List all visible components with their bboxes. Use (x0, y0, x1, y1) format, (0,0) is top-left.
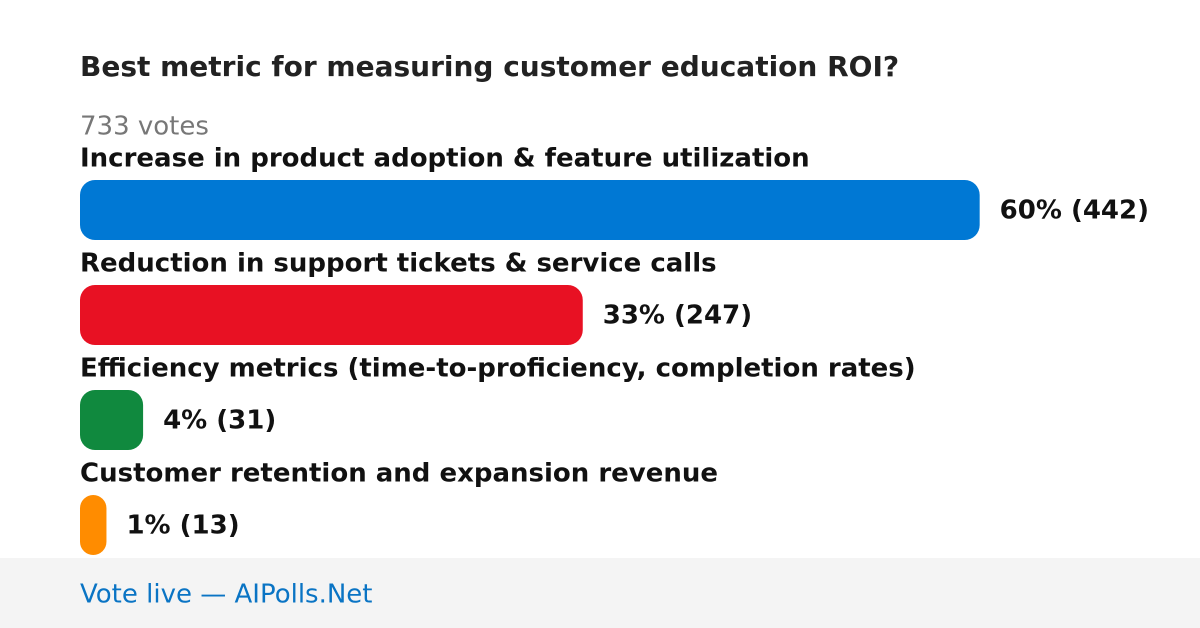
vote-count: 733 votes (80, 112, 209, 142)
value-label: 1% (13) (126, 511, 239, 541)
poll-title: Best metric for measuring customer educa… (80, 50, 899, 83)
footer-band (0, 558, 1200, 628)
bar (80, 390, 144, 450)
option-label: Customer retention and expansion revenue (80, 459, 718, 489)
footer-link[interactable]: Vote live — AIPolls.Net (80, 580, 373, 610)
bar (80, 285, 583, 345)
option-label: Efficiency metrics (time-to-proficiency,… (80, 354, 916, 384)
value-label: 33% (247) (603, 301, 752, 331)
bar (80, 495, 107, 555)
option-label: Increase in product adoption & feature u… (80, 144, 810, 174)
bar (80, 180, 980, 240)
option-label: Reduction in support tickets & service c… (80, 249, 717, 279)
value-label: 4% (31) (163, 406, 276, 436)
value-label: 60% (442) (1000, 196, 1149, 226)
